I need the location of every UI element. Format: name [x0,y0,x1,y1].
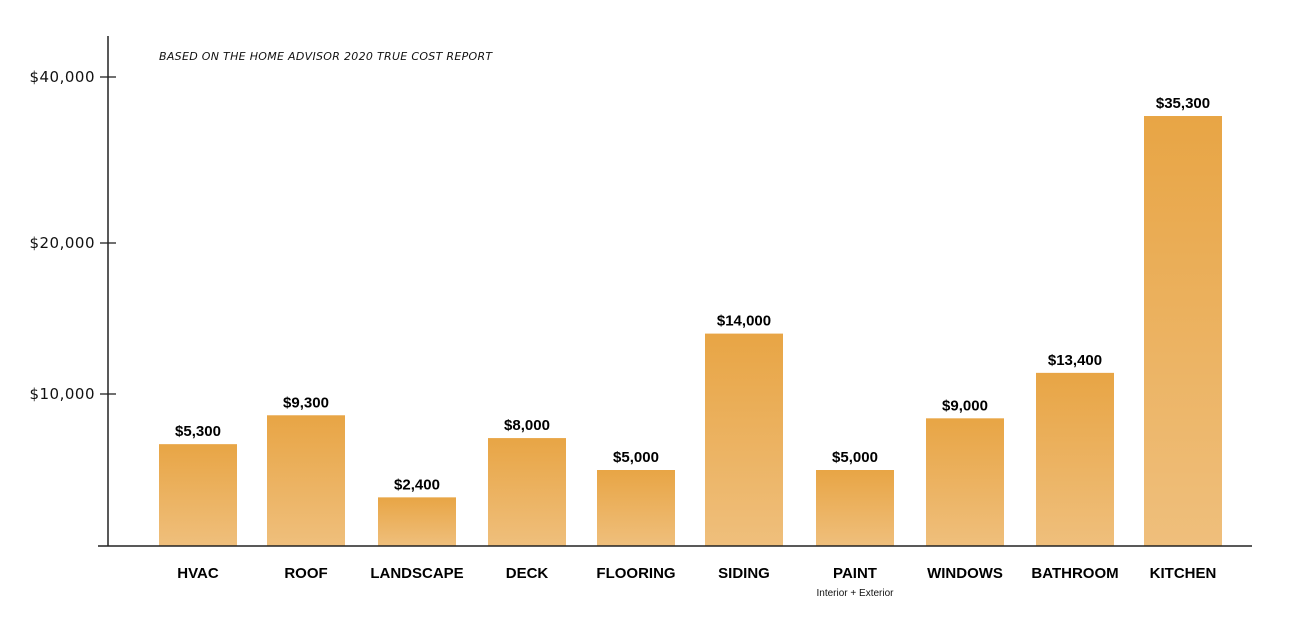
category-sublabel: Interior + Exterior [817,588,895,599]
y-tick-label: $40,000 [29,68,95,86]
category-label: KITCHEN [1150,565,1217,582]
bar-bathroom [1036,372,1114,546]
category-label: LANDSCAPE [370,565,463,582]
bar-landscape [378,497,456,546]
value-label: $5,000 [832,449,878,466]
y-tick-label: $20,000 [29,234,95,252]
source-note: BASED ON THE HOME ADVISOR 2020 TRUE COST… [159,50,493,63]
bar-paint [816,470,894,546]
bar-flooring [597,470,675,546]
value-label: $9,000 [942,397,988,414]
bar-windows [926,418,1004,546]
bar-roof [267,415,345,546]
value-label: $8,000 [504,417,550,434]
category-label: ROOF [284,565,327,582]
y-tick-label: $10,000 [29,385,95,403]
bars-group: $5,300 HVAC $9,300 ROOF $2,400 LANDSCAPE $8,00… [159,95,1222,599]
value-label: $5,000 [613,449,659,466]
category-label: DECK [506,565,549,582]
value-label: $2,400 [394,476,440,493]
bar-kitchen [1144,116,1222,546]
axes-group: $10,000 $20,000 $40,000 [29,36,1252,547]
category-label: PAINT [833,565,877,582]
bar-siding [705,333,783,546]
value-label: $5,300 [175,423,221,440]
value-label: $14,000 [717,313,771,330]
bar-hvac [159,444,237,546]
category-label: WINDOWS [927,565,1003,582]
category-label: SIDING [718,565,770,582]
bar-deck [488,438,566,546]
category-label: BATHROOM [1031,565,1118,582]
category-label: FLOORING [596,565,675,582]
value-label: $35,300 [1156,95,1210,112]
category-label: HVAC [177,565,219,582]
value-label: $13,400 [1048,352,1102,369]
value-label: $9,300 [283,394,329,411]
